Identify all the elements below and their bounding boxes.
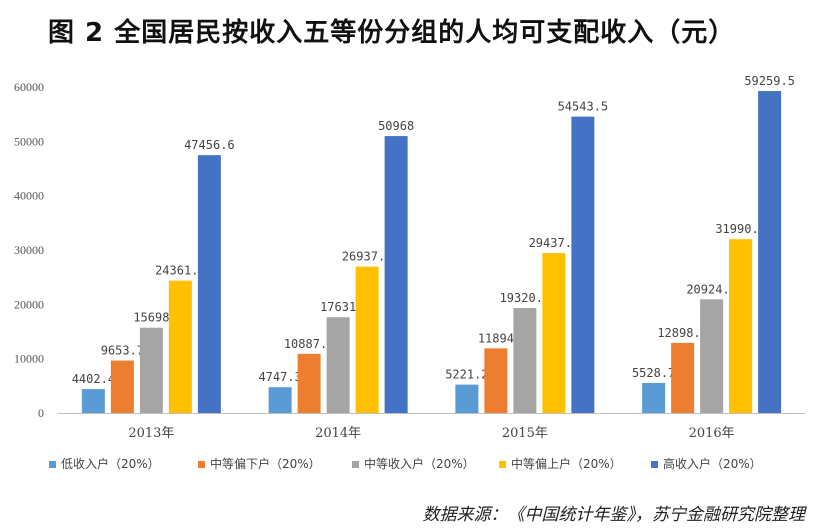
bar (168, 280, 192, 413)
bar (81, 389, 105, 413)
legend-swatch (352, 461, 359, 468)
bar (455, 384, 479, 413)
data-label: 17631 (320, 300, 356, 314)
bar (268, 387, 292, 413)
legend-label: 中等偏上户（20%） (511, 456, 622, 471)
data-label: 50968 (378, 119, 414, 133)
data-label: 26937.4 (342, 250, 393, 264)
data-label: 19320.1 (500, 291, 551, 305)
data-label: 12898.9 (657, 326, 708, 340)
legend-swatch (198, 461, 205, 468)
bar (729, 239, 753, 413)
bar (758, 91, 782, 414)
data-label: 29437.6 (529, 236, 580, 250)
x-category-label: 2016年 (689, 426, 735, 441)
data-label: 59259.5 (744, 74, 795, 88)
legend-label: 低收入户（20%） (61, 456, 160, 471)
data-label: 24361.2 (155, 264, 206, 278)
bar (326, 317, 350, 413)
bar (642, 382, 666, 413)
data-label: 15698 (133, 311, 169, 325)
y-tick-label: 20000 (14, 297, 44, 311)
legend-swatch (499, 461, 506, 468)
data-label: 4747.3 (258, 370, 301, 384)
bar (542, 253, 566, 413)
data-label: 4402.4 (72, 372, 115, 386)
data-source-note: 数据来源：《中国统计年鉴》，苏宁金融研究院整理 (422, 505, 806, 525)
bar (139, 327, 163, 413)
y-tick-label: 30000 (14, 243, 44, 257)
legend-label: 中等收入户（20%） (364, 456, 475, 471)
bar (571, 116, 595, 414)
y-tick-label: 50000 (14, 134, 44, 148)
bar (197, 155, 221, 413)
bar (110, 360, 134, 413)
bar (513, 308, 537, 413)
data-label: 5528.7 (632, 366, 675, 380)
bar (484, 348, 508, 413)
data-label: 54543.5 (558, 100, 609, 114)
bar (355, 266, 379, 413)
legend-swatch (49, 461, 56, 468)
x-category-label: 2015年 (502, 426, 548, 441)
bar (297, 353, 321, 413)
bar (384, 136, 408, 414)
bar (671, 342, 695, 413)
y-tick-label: 0 (38, 406, 44, 420)
data-label: 47456.6 (184, 138, 235, 152)
x-category-label: 2014年 (315, 426, 361, 441)
legend-swatch (651, 461, 658, 468)
data-label: 31990.4 (715, 222, 766, 236)
x-category-label: 2013年 (128, 426, 174, 441)
legend-label: 中等偏下户（20%） (210, 456, 321, 471)
data-label: 11894 (478, 331, 514, 345)
y-tick-label: 60000 (14, 80, 44, 94)
bar (700, 299, 724, 413)
legend-label: 高收入户（20%） (663, 456, 762, 471)
y-tick-label: 40000 (14, 189, 44, 203)
chart-title: 图 2 全国居民按收入五等份分组的人均可支配收入（元） (48, 18, 736, 48)
y-tick-label: 10000 (14, 352, 44, 366)
data-label: 5221.2 (445, 368, 488, 382)
data-label: 10887.4 (284, 337, 335, 351)
data-label: 9653.7 (101, 344, 144, 358)
data-label: 20924.4 (686, 282, 737, 296)
